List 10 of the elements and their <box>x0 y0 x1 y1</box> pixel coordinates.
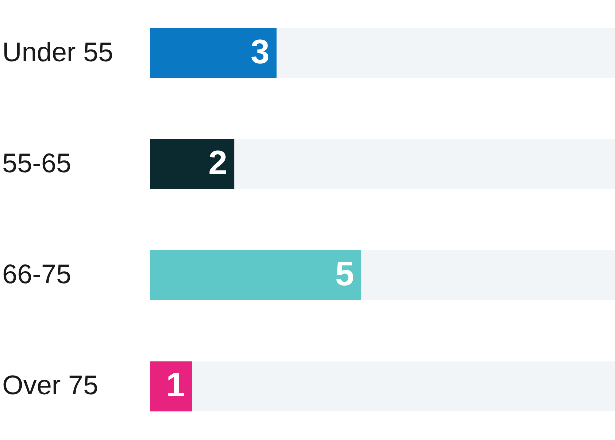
y-tick-label: 66-75 <box>2 260 72 290</box>
data-label: 1 <box>166 366 186 405</box>
data-label: 5 <box>335 256 354 294</box>
bar <box>150 362 192 412</box>
data-label: 3 <box>250 33 270 72</box>
y-tick-label: Under 55 <box>2 37 114 68</box>
data-label: 2 <box>208 144 228 182</box>
y-tick-label: 55-65 <box>2 148 72 178</box>
y-tick-label: Over 75 <box>2 370 99 401</box>
bar <box>150 139 235 190</box>
